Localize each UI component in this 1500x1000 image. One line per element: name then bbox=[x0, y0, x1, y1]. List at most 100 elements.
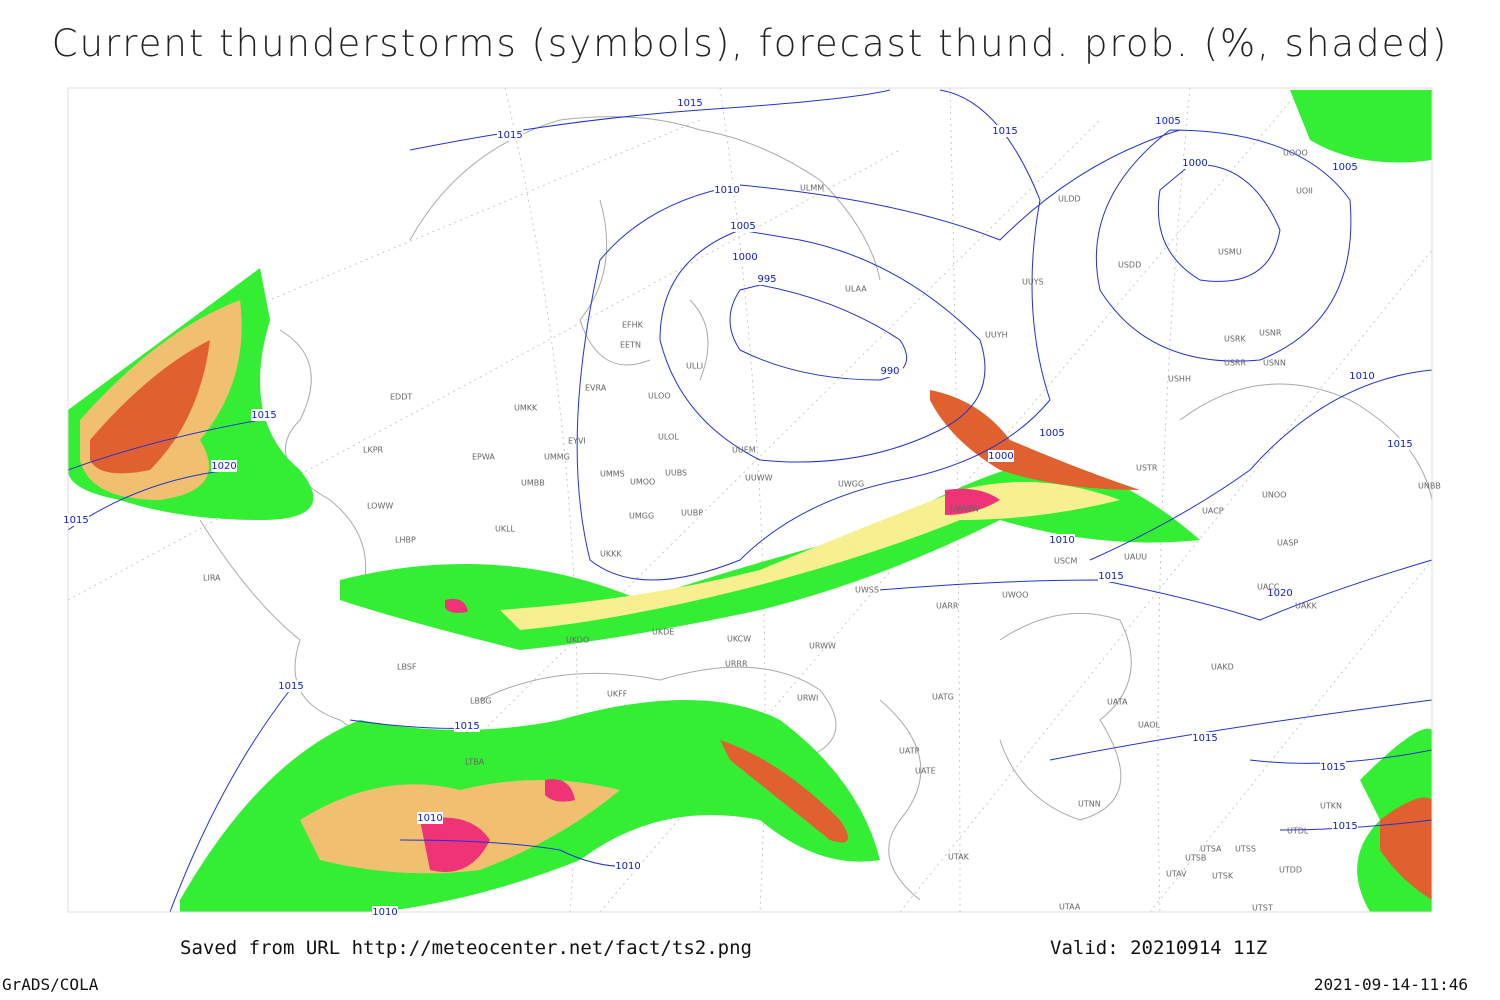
graticule bbox=[67, 87, 1433, 913]
isobar-label: 995 bbox=[757, 274, 776, 285]
isobar-label-bg bbox=[1049, 534, 1075, 546]
station-label: UATG bbox=[932, 693, 954, 702]
isobar-label: 1015 bbox=[677, 98, 702, 109]
station-label: UWGG bbox=[838, 480, 864, 489]
isobar-label: 1015 bbox=[1098, 571, 1123, 582]
isobar-label: 1010 bbox=[372, 907, 397, 918]
station-label: UMBB bbox=[521, 479, 545, 488]
station-label: EDDT bbox=[390, 393, 412, 402]
station-label: ULDD bbox=[1058, 195, 1081, 204]
prob-area bbox=[1380, 797, 1432, 900]
station-label: USNR bbox=[1259, 329, 1282, 338]
station-label: UTSS bbox=[1235, 845, 1256, 854]
station-label: UTDD bbox=[1279, 866, 1302, 875]
isobar-label-bg bbox=[1039, 427, 1065, 439]
station-label: UAKK bbox=[1295, 602, 1318, 611]
isobar-label: 1005 bbox=[1332, 162, 1357, 173]
isobar-label-bg bbox=[1320, 761, 1346, 773]
station-label: UKOO bbox=[566, 636, 589, 645]
station-label: UWWW bbox=[950, 505, 980, 514]
isobar-label-bg bbox=[754, 273, 780, 285]
isobar-label: 1015 bbox=[992, 126, 1017, 137]
station-label: UUBS bbox=[665, 469, 687, 478]
station-label: UKDE bbox=[652, 628, 674, 637]
isobar-label: 1005 bbox=[1155, 116, 1180, 127]
station-label: LIRA bbox=[203, 574, 221, 583]
isobar-label: 1020 bbox=[1267, 588, 1292, 599]
station-label: UTDL bbox=[1287, 827, 1309, 836]
station-label: UASP bbox=[1277, 539, 1298, 548]
isobar-label-bg bbox=[278, 680, 304, 692]
isobar-label: 1010 bbox=[1349, 371, 1374, 382]
station-label: UATA bbox=[1107, 698, 1128, 707]
station-label: LBBG bbox=[470, 697, 492, 706]
isobar-label-bg bbox=[1182, 157, 1208, 169]
software-credit: GrADS/COLA bbox=[2, 975, 99, 994]
station-label: UNBB bbox=[1418, 482, 1441, 491]
station-label: UTAV bbox=[1166, 870, 1187, 879]
isobar-label-bg bbox=[1098, 570, 1124, 582]
isobar-label-bg bbox=[1332, 161, 1358, 173]
isobar-label: 1005 bbox=[1039, 428, 1064, 439]
isobar-label-bg bbox=[677, 97, 703, 109]
isobar-label-bg bbox=[732, 251, 758, 263]
station-label: URRR bbox=[725, 660, 748, 669]
station-label: UMOO bbox=[630, 478, 655, 487]
isobar-label-bg bbox=[988, 450, 1014, 462]
station-label: ULOL bbox=[658, 433, 679, 442]
map-frame bbox=[67, 87, 1433, 913]
station-label: ULMM bbox=[800, 184, 824, 193]
isobar-label-bg bbox=[1387, 438, 1413, 450]
isobar-label: 1010 bbox=[615, 861, 640, 872]
isobar-label-bg bbox=[1349, 370, 1375, 382]
station-label: UWOO bbox=[1002, 591, 1028, 600]
station-label: UATP bbox=[899, 747, 920, 756]
station-label: USCM bbox=[1054, 557, 1078, 566]
station-label: UMGG bbox=[629, 512, 654, 521]
station-label: LHBP bbox=[395, 536, 416, 545]
isobar-label-bg bbox=[1332, 820, 1358, 832]
isobar-line bbox=[409, 89, 1352, 581]
station-label: UTAA bbox=[1059, 903, 1081, 912]
isobar-label: 1010 bbox=[714, 185, 739, 196]
isobar-label-bg bbox=[1192, 732, 1218, 744]
isobar-label-bg bbox=[1155, 115, 1181, 127]
isobar-label: 1020 bbox=[211, 461, 236, 472]
isobar-label-bg bbox=[63, 514, 89, 526]
isobar-label-bg bbox=[714, 184, 740, 196]
isobar-label-bg bbox=[454, 720, 480, 732]
station-label: UAUU bbox=[1124, 553, 1147, 562]
isobar-label: 1010 bbox=[417, 813, 442, 824]
station-label: USNN bbox=[1263, 359, 1286, 368]
station-label: UATE bbox=[915, 767, 936, 776]
station-label: EVRA bbox=[585, 384, 607, 393]
station-label: LKPR bbox=[363, 446, 384, 455]
prob-area bbox=[930, 390, 1140, 490]
station-label: URWW bbox=[809, 642, 836, 651]
prob-area bbox=[500, 482, 1120, 630]
isobar-label-bg bbox=[730, 220, 756, 232]
station-label: USRK bbox=[1224, 335, 1246, 344]
isobar-line bbox=[659, 164, 1281, 463]
station-label: UWSS bbox=[855, 586, 879, 595]
timestamp: 2021-09-14-11:46 bbox=[1314, 975, 1468, 994]
station-label: USRR bbox=[1224, 359, 1246, 368]
isobar-label: 1015 bbox=[63, 515, 88, 526]
prob-area bbox=[1290, 90, 1432, 163]
isobar-label-bg bbox=[497, 129, 523, 141]
station-label: UTSB bbox=[1185, 854, 1206, 863]
source-url: Saved from URL http://meteocenter.net/fa… bbox=[180, 937, 752, 959]
valid-time: Valid: 20210914 11Z bbox=[1050, 937, 1267, 959]
isobar-label: 1015 bbox=[278, 681, 303, 692]
thunderstorm-probability-shading bbox=[68, 90, 1432, 912]
grid-line bbox=[504, 87, 1191, 913]
station-label: UNOO bbox=[1262, 491, 1286, 500]
station-label: UAOL bbox=[1138, 721, 1160, 730]
station-label: EYVI bbox=[568, 437, 586, 446]
station-label: ULLI bbox=[686, 362, 703, 371]
isobar-label: 1015 bbox=[454, 721, 479, 732]
station-label: USHH bbox=[1168, 375, 1191, 384]
station-label: UTSA bbox=[1200, 845, 1222, 854]
